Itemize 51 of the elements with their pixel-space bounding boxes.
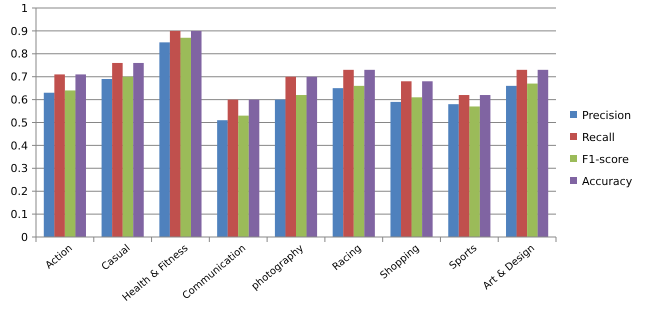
y-tick-label: 0.8: [10, 48, 28, 61]
bar: [217, 120, 228, 237]
bar: [122, 76, 134, 237]
bar: [238, 116, 249, 237]
bar: [159, 42, 170, 237]
y-tick-label: 0.1: [10, 208, 28, 221]
bar: [538, 70, 548, 237]
bar: [180, 38, 191, 237]
bar: [343, 70, 354, 237]
legend-label: Recall: [582, 130, 615, 144]
bar: [364, 70, 375, 237]
bar: [516, 70, 528, 237]
y-tick-label: 0: [21, 230, 28, 244]
bar: [54, 74, 65, 237]
bar: [401, 81, 412, 237]
bar: [469, 106, 480, 237]
y-tick-label: 0.2: [10, 185, 28, 198]
bar: [64, 90, 76, 237]
bar: [133, 62, 144, 237]
legend-label: Precision: [582, 108, 632, 122]
bar: [480, 95, 490, 237]
bar: [285, 76, 296, 237]
bar: [274, 100, 286, 237]
bar: [506, 86, 517, 237]
bar: [190, 30, 202, 237]
bar: [448, 104, 459, 237]
bar: [102, 78, 112, 237]
y-tick-label: 0.3: [10, 162, 28, 176]
bar: [248, 100, 260, 237]
bar: [112, 62, 123, 237]
legend-label: F1-score: [582, 152, 630, 166]
y-tick-label: 0.6: [10, 93, 28, 106]
bar: [306, 76, 318, 237]
bar: [296, 95, 307, 237]
bar: [412, 97, 422, 237]
bar: [228, 100, 238, 237]
bar: [75, 74, 86, 237]
bar: [44, 92, 54, 237]
y-tick-label: 1: [21, 2, 28, 15]
bar: [170, 30, 180, 237]
bar: [527, 84, 538, 237]
bar: [390, 102, 402, 237]
y-tick-label: 0.9: [10, 24, 28, 38]
bar: [332, 88, 344, 237]
bar: [354, 86, 364, 237]
y-tick-label: 0.7: [10, 70, 28, 84]
y-tick-label: 0.4: [10, 139, 28, 152]
bar: [422, 81, 433, 237]
y-tick-label: 0.5: [10, 116, 28, 130]
legend-label: Accuracy: [582, 174, 633, 188]
bar: [458, 95, 470, 237]
